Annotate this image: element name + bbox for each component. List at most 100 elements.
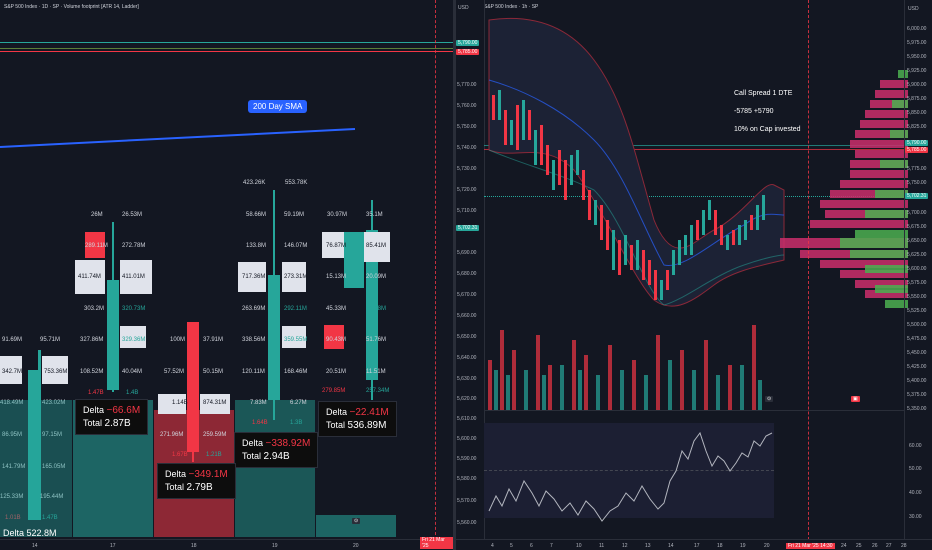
rx-14: 24 — [841, 543, 847, 549]
rx-5: 11 — [599, 543, 605, 549]
session-divider — [435, 0, 436, 550]
price-chart-svg — [488, 17, 785, 307]
tt17-total: 2.87B — [104, 418, 131, 429]
fp17-l0: 289.11M — [85, 243, 108, 249]
candle-18-body — [187, 322, 199, 452]
fp17-r1: 411.01M — [122, 274, 145, 280]
rsi-r3: 30.00 — [909, 514, 922, 520]
fp17-l4: 108.52M — [80, 369, 104, 375]
ls-tag-green: 5,790.00 — [456, 40, 480, 46]
tt18-delta: −349.1M — [188, 469, 228, 480]
tt18-total-label: Total — [165, 482, 185, 492]
box-14-l — [0, 356, 22, 384]
fp19-box-l — [238, 262, 266, 292]
fp19-r6: 6.27M — [290, 400, 307, 406]
rsi-s3: 5,580.00 — [457, 476, 477, 482]
rp-level-green — [484, 145, 904, 146]
fp17-top-r: 26.53M — [122, 212, 143, 218]
volume-block-20 — [316, 515, 396, 537]
fp20-l0: 76.87M — [326, 243, 347, 249]
fp19-l7: 1.64B — [252, 420, 268, 426]
ls-16: 5,630.00 — [457, 376, 477, 382]
fr-21: 5,475.00 — [907, 336, 927, 342]
col14-l0: 91.69M — [2, 337, 23, 343]
fp19-r7: 1.3B — [290, 420, 303, 426]
fp20-l3: 90.43M — [326, 337, 347, 343]
left-chart-header: S&P 500 Index · 1D · SP · Volume footpri… — [4, 4, 139, 10]
tt20-delta-label: Delta — [326, 407, 348, 417]
fr-0: 6,000.00 — [907, 26, 927, 32]
sma-label: 200 Day SMA — [248, 100, 308, 113]
tt20-total-label: Total — [326, 420, 346, 430]
left-icon-badge[interactable]: ⊙ — [352, 518, 361, 524]
fr-10: 5,750.00 — [907, 180, 927, 186]
tt18-total: 2.79B — [186, 482, 213, 493]
fr-15: 5,625.00 — [907, 252, 927, 258]
fp19-l2: 717.36M — [242, 274, 266, 280]
tt17-delta: −66.6M — [106, 405, 141, 416]
fr-12: 5,700.00 — [907, 210, 927, 216]
fr-17: 5,575.00 — [907, 280, 927, 286]
fr-9: 5,775.00 — [907, 166, 927, 172]
right-x-axis: 4 5 6 7 10 11 12 13 14 17 18 19 20 Fri 2… — [456, 539, 932, 550]
rx-4: 10 — [576, 543, 582, 549]
ls-11: 5,680.00 — [457, 271, 477, 277]
fp19-l5: 120.11M — [242, 369, 265, 375]
col14-r3: 97.15M — [42, 432, 63, 438]
fp17-top-l: 26M — [91, 212, 103, 218]
fp20-top-l: 30.97M — [327, 212, 348, 218]
fr-1: 5,975.00 — [907, 40, 927, 46]
fp19-r4: 359.55M — [284, 337, 308, 343]
fr-3: 5,925.00 — [907, 68, 927, 74]
fr-14: 5,650.00 — [907, 238, 927, 244]
rx-0: 4 — [491, 543, 494, 549]
fr-25: 5,375.00 — [907, 392, 927, 398]
volume-bars — [488, 325, 762, 410]
fp18-l3: 1.67B — [172, 452, 188, 458]
rsi-s2: 5,590.00 — [457, 456, 477, 462]
delta-tooltip-18: Delta −349.1M Total 2.79B — [157, 463, 236, 499]
fp17-l2: 303.2M — [84, 306, 105, 312]
tt19-total-label: Total — [242, 451, 262, 461]
fp17-r4: 40.04M — [122, 369, 143, 375]
fr-tag-red: 5,785.00 — [905, 147, 929, 153]
fp18-box-l — [158, 394, 186, 414]
box-14-r — [42, 356, 68, 384]
fp19-r0: 59.19M — [284, 212, 305, 218]
fp17-l5: 1.47B — [88, 390, 104, 396]
fp19-box-r2 — [282, 326, 306, 348]
note-line-1: Call Spread 1 DTE — [734, 90, 793, 97]
rp-icon-badge-1[interactable]: ⊙ — [765, 396, 774, 402]
fr-13: 5,675.00 — [907, 224, 927, 230]
fp20-l5: 279.85M — [322, 388, 346, 394]
col14-l3: 86.95M — [2, 432, 23, 438]
rsi-r0: 60.00 — [909, 443, 922, 449]
panel-separator[interactable] — [453, 0, 456, 550]
ls-8: 5,710.00 — [457, 208, 477, 214]
col14-r0: 95.71M — [40, 337, 61, 343]
fp19-top-r: 553.78K — [285, 180, 308, 186]
fr-tag-green: 5,790.00 — [905, 140, 929, 146]
left-chart-panel[interactable]: S&P 500 Index · 1D · SP · Volume footpri… — [0, 0, 453, 550]
fp19-r1: 146.07M — [284, 243, 308, 249]
fp20-r2: 53.38M — [366, 306, 387, 312]
volume-block-14 — [0, 400, 72, 537]
fr-16: 5,600.00 — [907, 266, 927, 272]
ls-3: 5,760.00 — [457, 103, 477, 109]
ls-17: 5,620.00 — [457, 396, 477, 402]
tt19-delta-label: Delta — [242, 438, 264, 448]
fp18-l2: 271.96M — [160, 432, 184, 438]
rx-1: 5 — [510, 543, 513, 549]
footprint-col-14 — [0, 330, 70, 520]
fp20-l4: 20.51M — [326, 369, 347, 375]
rsi-line — [488, 431, 773, 522]
fp17-box-l — [75, 260, 105, 294]
fp17-r0: 272.78M — [122, 243, 146, 249]
fp19-top-l: 423.26K — [243, 180, 266, 186]
rp-icon-badge-2[interactable]: ▣ — [851, 396, 860, 402]
right-chart-panel[interactable]: S&P 500 Index · 1h · SP USD 5,790.00 5,7… — [456, 0, 932, 550]
rsi-r1: 50.00 — [909, 466, 922, 472]
rsi-r2: 40.00 — [909, 490, 922, 496]
fr-2: 5,950.00 — [907, 54, 927, 60]
ls-price-tag: 5,702.31 — [456, 225, 480, 231]
